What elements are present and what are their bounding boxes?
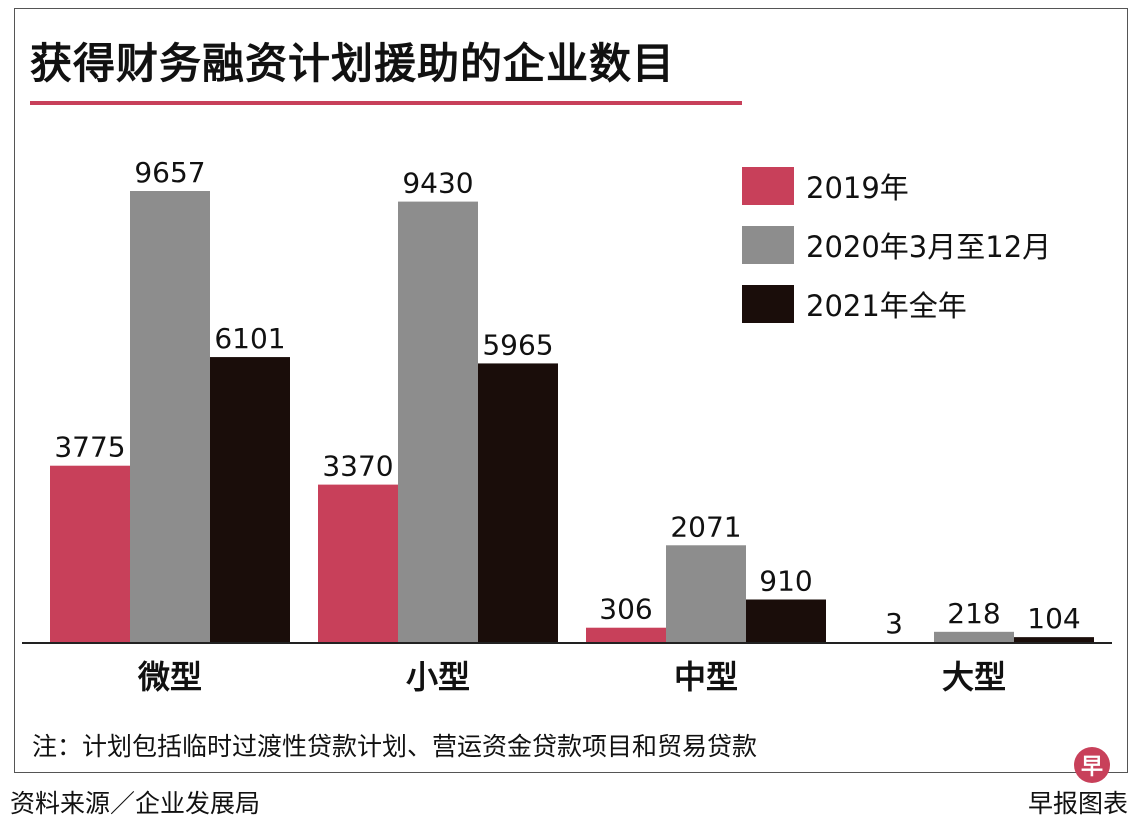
footnote: 注：计划包括临时过渡性贷款计划、营运资金贷款项目和贸易贷款 bbox=[32, 732, 758, 761]
legend: 2019年 2020年3月至12月 2021年全年 bbox=[742, 166, 1051, 343]
data-label-2020-1: 9430 bbox=[402, 167, 473, 200]
legend-label-2019: 2019年 bbox=[806, 171, 909, 205]
legend-item-2020: 2020年3月至12月 bbox=[742, 225, 1051, 265]
bar-2021-3 bbox=[1014, 637, 1094, 642]
bar-2020-0 bbox=[130, 191, 210, 642]
chart-title: 获得财务融资计划援助的企业数目 bbox=[30, 39, 676, 88]
category-label-3: 大型 bbox=[942, 658, 1006, 696]
legend-item-2021: 2021年全年 bbox=[742, 284, 1051, 324]
bar-2019-2 bbox=[586, 627, 666, 642]
legend-swatch-2019 bbox=[742, 167, 794, 205]
data-label-2021-3: 104 bbox=[1027, 602, 1080, 635]
bar-2021-2 bbox=[746, 599, 826, 642]
data-label-2021-0: 6101 bbox=[214, 322, 285, 355]
legend-item-2019: 2019年 bbox=[742, 166, 1051, 206]
legend-swatch-2020 bbox=[742, 226, 794, 264]
category-label-1: 小型 bbox=[406, 658, 470, 696]
bar-2020-2 bbox=[666, 545, 746, 642]
data-label-2019-0: 3775 bbox=[54, 431, 125, 464]
bar-2019-1 bbox=[318, 484, 398, 642]
data-label-2019-1: 3370 bbox=[322, 450, 393, 483]
zaobao-logo-icon: 早 bbox=[1074, 747, 1110, 783]
bar-2021-1 bbox=[478, 363, 558, 642]
category-label-2: 中型 bbox=[674, 658, 738, 696]
bar-2020-3 bbox=[934, 631, 1014, 642]
data-label-2021-2: 910 bbox=[759, 565, 812, 598]
data-label-2020-2: 2071 bbox=[670, 510, 741, 543]
bar-2020-1 bbox=[398, 201, 478, 642]
legend-label-2020: 2020年3月至12月 bbox=[806, 230, 1052, 264]
title-underline bbox=[30, 101, 742, 105]
source-credit: 资料来源／企业发展局 bbox=[10, 789, 261, 818]
legend-label-2021: 2021年全年 bbox=[806, 289, 967, 323]
brand-credit: 早报图表 bbox=[1027, 789, 1128, 818]
bar-2019-0 bbox=[50, 465, 130, 642]
data-label-2019-2: 306 bbox=[599, 593, 652, 626]
legend-swatch-2021 bbox=[742, 285, 794, 323]
data-label-2021-1: 5965 bbox=[482, 328, 553, 361]
bar-chart: 3775 9657 6101 微型 3370 9430 5965 小型 306 2071 910 中型… bbox=[22, 156, 1112, 696]
data-label-2020-3: 218 bbox=[947, 597, 1000, 630]
data-label-2020-0: 9657 bbox=[134, 156, 205, 189]
category-label-0: 微型 bbox=[137, 658, 202, 696]
bar-2021-0 bbox=[210, 357, 290, 642]
data-label-2019-3: 3 bbox=[885, 607, 903, 640]
